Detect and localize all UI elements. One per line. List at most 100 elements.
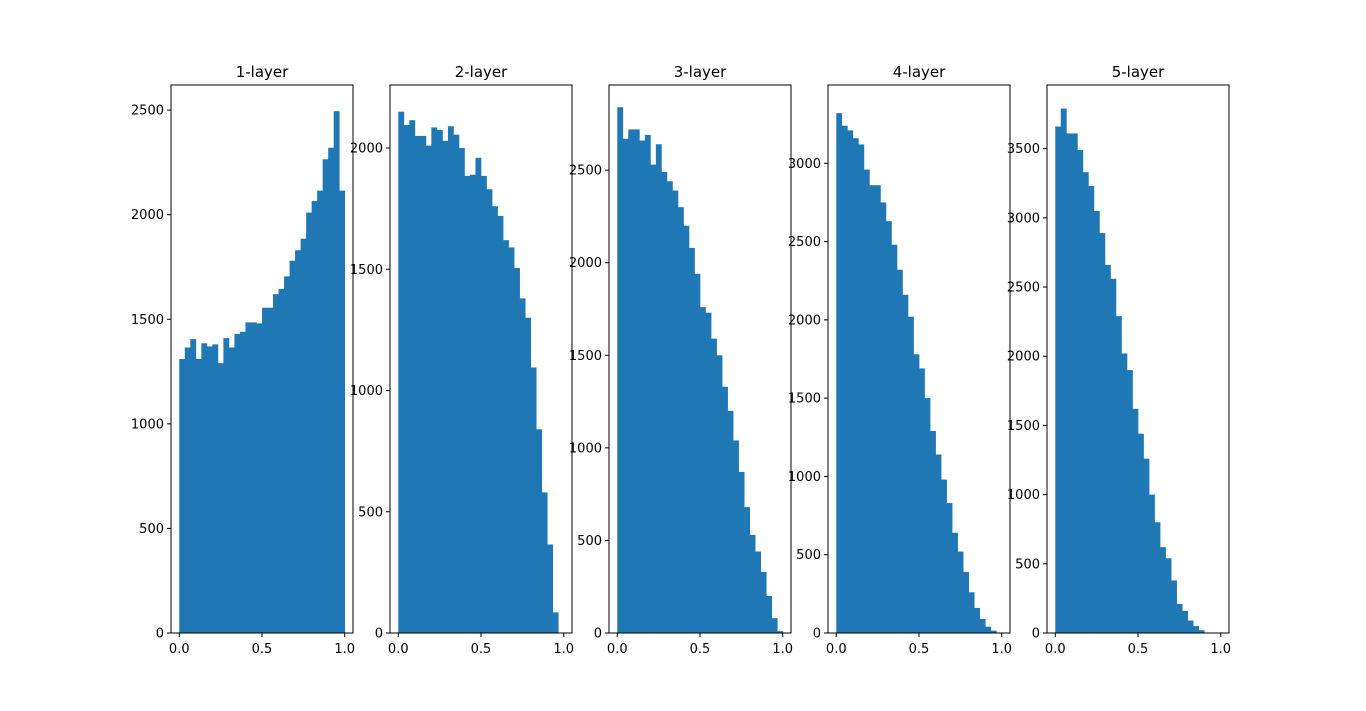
- histogram-bar: [322, 159, 329, 633]
- histogram-bar: [508, 247, 515, 633]
- histogram-bar: [902, 294, 909, 633]
- x-tick-label: 0.5: [471, 642, 492, 657]
- histogram-bar: [755, 551, 762, 633]
- histogram-bar: [666, 181, 673, 633]
- histogram-bar: [744, 507, 750, 633]
- histogram-bar: [869, 185, 876, 633]
- histogram-bar: [228, 347, 235, 633]
- histogram-bar: [677, 207, 684, 633]
- histogram-bar: [1182, 610, 1188, 633]
- y-tick-label: 1000: [788, 470, 821, 485]
- bars: [617, 107, 784, 634]
- histogram-bar: [963, 571, 969, 633]
- chart-title: 1-layer: [236, 63, 289, 81]
- y-tick-label: 500: [1015, 557, 1040, 572]
- histogram-bar: [552, 612, 559, 633]
- histogram-bar: [436, 129, 443, 634]
- histogram-bar: [212, 344, 219, 633]
- histogram-bar: [738, 471, 745, 633]
- histogram-bar: [317, 190, 324, 633]
- histogram-bar: [749, 534, 756, 633]
- histogram-bar: [195, 359, 202, 633]
- histogram-bar: [1066, 133, 1073, 633]
- histogram-bar: [1121, 353, 1128, 633]
- histogram-bar: [420, 135, 427, 634]
- x-tick-label: 0.5: [690, 642, 711, 657]
- histogram-bar: [628, 129, 635, 633]
- y-tick-label: 2500: [131, 104, 164, 119]
- bars: [398, 111, 559, 634]
- histogram-bar: [267, 307, 274, 633]
- histogram-bar: [852, 138, 859, 634]
- x-tick-label: 0.0: [826, 642, 847, 657]
- histogram-bar: [311, 201, 318, 633]
- x-tick-label: 1.0: [1210, 642, 1231, 657]
- y-tick-label: 0: [1032, 627, 1040, 642]
- x-tick-label: 0.5: [252, 642, 273, 657]
- x-tick-label: 0.5: [1128, 642, 1149, 657]
- y-tick-label: 2500: [1007, 281, 1040, 296]
- x-tick-label: 1.0: [991, 642, 1012, 657]
- histogram-bar: [661, 172, 668, 633]
- bars: [179, 111, 346, 634]
- panel-3: 0.0 0.5 1.0 0 500 1000 1500 2000 2500 3-layer: [569, 63, 793, 657]
- histogram-bar: [1099, 233, 1106, 633]
- histogram-bar: [1198, 630, 1205, 633]
- histogram-bar: [639, 140, 646, 634]
- histogram-bar: [1143, 458, 1150, 633]
- histogram-bar: [733, 440, 739, 633]
- histogram-bar: [644, 134, 651, 634]
- histogram-bar: [655, 144, 662, 634]
- histogram-bar: [727, 410, 734, 633]
- histogram-bar: [486, 189, 493, 633]
- histogram-bar: [650, 164, 657, 634]
- histogram-bar: [541, 492, 548, 633]
- y-tick-label: 500: [577, 534, 602, 549]
- histogram-bar: [946, 503, 953, 633]
- histogram-bar: [841, 125, 848, 634]
- y-tick-label: 2000: [788, 313, 821, 328]
- histogram-bar: [256, 323, 263, 633]
- histogram-bar: [700, 307, 706, 633]
- y-tick-label: 500: [796, 548, 821, 563]
- histogram-bar: [919, 368, 925, 633]
- histogram-bar: [425, 145, 432, 633]
- histogram-bar: [514, 268, 520, 633]
- histogram-bar: [705, 312, 712, 633]
- histogram-bar: [990, 630, 997, 633]
- y-tick-label: 0: [156, 627, 164, 642]
- histogram-bar: [1138, 433, 1144, 633]
- histogram-bar: [985, 626, 992, 633]
- histogram-bar: [262, 307, 268, 633]
- histogram-bar: [223, 338, 230, 633]
- histogram-bar: [777, 631, 784, 633]
- y-tick-label: 1500: [1007, 419, 1040, 434]
- histogram-bar: [492, 206, 498, 634]
- y-tick-label: 2500: [788, 235, 821, 250]
- y-tick-label: 1500: [350, 263, 383, 278]
- histogram-bar: [306, 212, 312, 633]
- y-tick-label: 3500: [1007, 142, 1040, 157]
- histogram-bar: [968, 592, 975, 633]
- chart-title: 4-layer: [893, 63, 946, 81]
- histogram-bar: [1187, 620, 1194, 633]
- histogram-bar: [617, 107, 624, 634]
- histogram-bar: [1077, 150, 1084, 634]
- y-tick-label: 3000: [788, 157, 821, 172]
- histogram-bar: [930, 431, 936, 633]
- x-tick-label: 0.0: [169, 642, 190, 657]
- histogram-bar: [1160, 547, 1166, 633]
- y-tick-label: 1000: [569, 441, 602, 456]
- histogram-bar: [1082, 172, 1089, 633]
- histogram-bar: [250, 322, 257, 633]
- histogram-bar: [924, 398, 931, 633]
- histogram-bar: [863, 169, 870, 634]
- histogram-bar: [760, 571, 767, 633]
- histogram-bar: [858, 144, 865, 633]
- histogram-bar: [885, 221, 892, 633]
- histogram-bar: [475, 157, 482, 634]
- histogram-bar: [836, 113, 843, 634]
- histogram-bar: [1071, 133, 1078, 633]
- y-tick-label: 1500: [569, 349, 602, 364]
- histogram-bar: [1165, 558, 1172, 633]
